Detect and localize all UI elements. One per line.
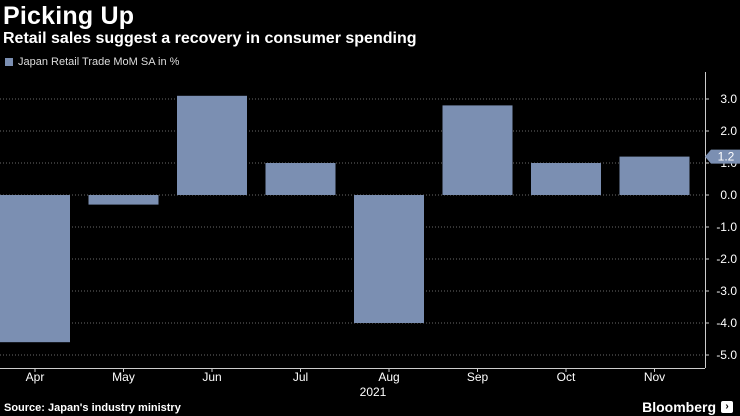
bar (88, 195, 159, 205)
bar (531, 163, 601, 195)
bar (0, 195, 70, 343)
x-tick-label: Nov (644, 370, 665, 384)
bar (619, 156, 690, 195)
x-tick-label: Aug (378, 370, 399, 384)
bar (354, 195, 424, 323)
x-tick-label: Jun (202, 370, 221, 384)
y-tick-label: -4.0 (716, 316, 737, 330)
x-tick-label: Jul (293, 370, 308, 384)
chart-subtitle: Retail sales suggest a recovery in consu… (3, 30, 417, 47)
x-tick-label: Oct (557, 370, 576, 384)
bar (177, 95, 247, 195)
last-value-label: 1.2 (718, 150, 735, 164)
x-tick-label: Apr (26, 370, 45, 384)
x-tick-label: Sep (467, 370, 489, 384)
last-value-callout (705, 149, 740, 164)
y-tick-label: 3.0 (720, 92, 737, 106)
legend: Japan Retail Trade MoM SA in % (5, 56, 179, 68)
bar (265, 163, 336, 195)
y-tick-label: 2.0 (720, 124, 737, 138)
source-note: Source: Japan's industry ministry (4, 402, 181, 414)
y-tick-label: -5.0 (716, 348, 737, 362)
chart-title: Picking Up (3, 2, 135, 30)
bar (442, 105, 513, 195)
x-year-label: 2021 (360, 385, 387, 399)
legend-swatch (5, 58, 13, 66)
y-tick-label: 0.0 (720, 188, 737, 202)
bloomberg-terminal-icon: › (721, 401, 733, 413)
x-tick-label: May (112, 370, 135, 384)
y-tick-label: -2.0 (716, 252, 737, 266)
brand-logo: Bloomberg (642, 399, 716, 415)
y-tick-label: -3.0 (716, 284, 737, 298)
legend-label: Japan Retail Trade MoM SA in % (18, 56, 180, 68)
y-tick-label: -1.0 (716, 220, 737, 234)
